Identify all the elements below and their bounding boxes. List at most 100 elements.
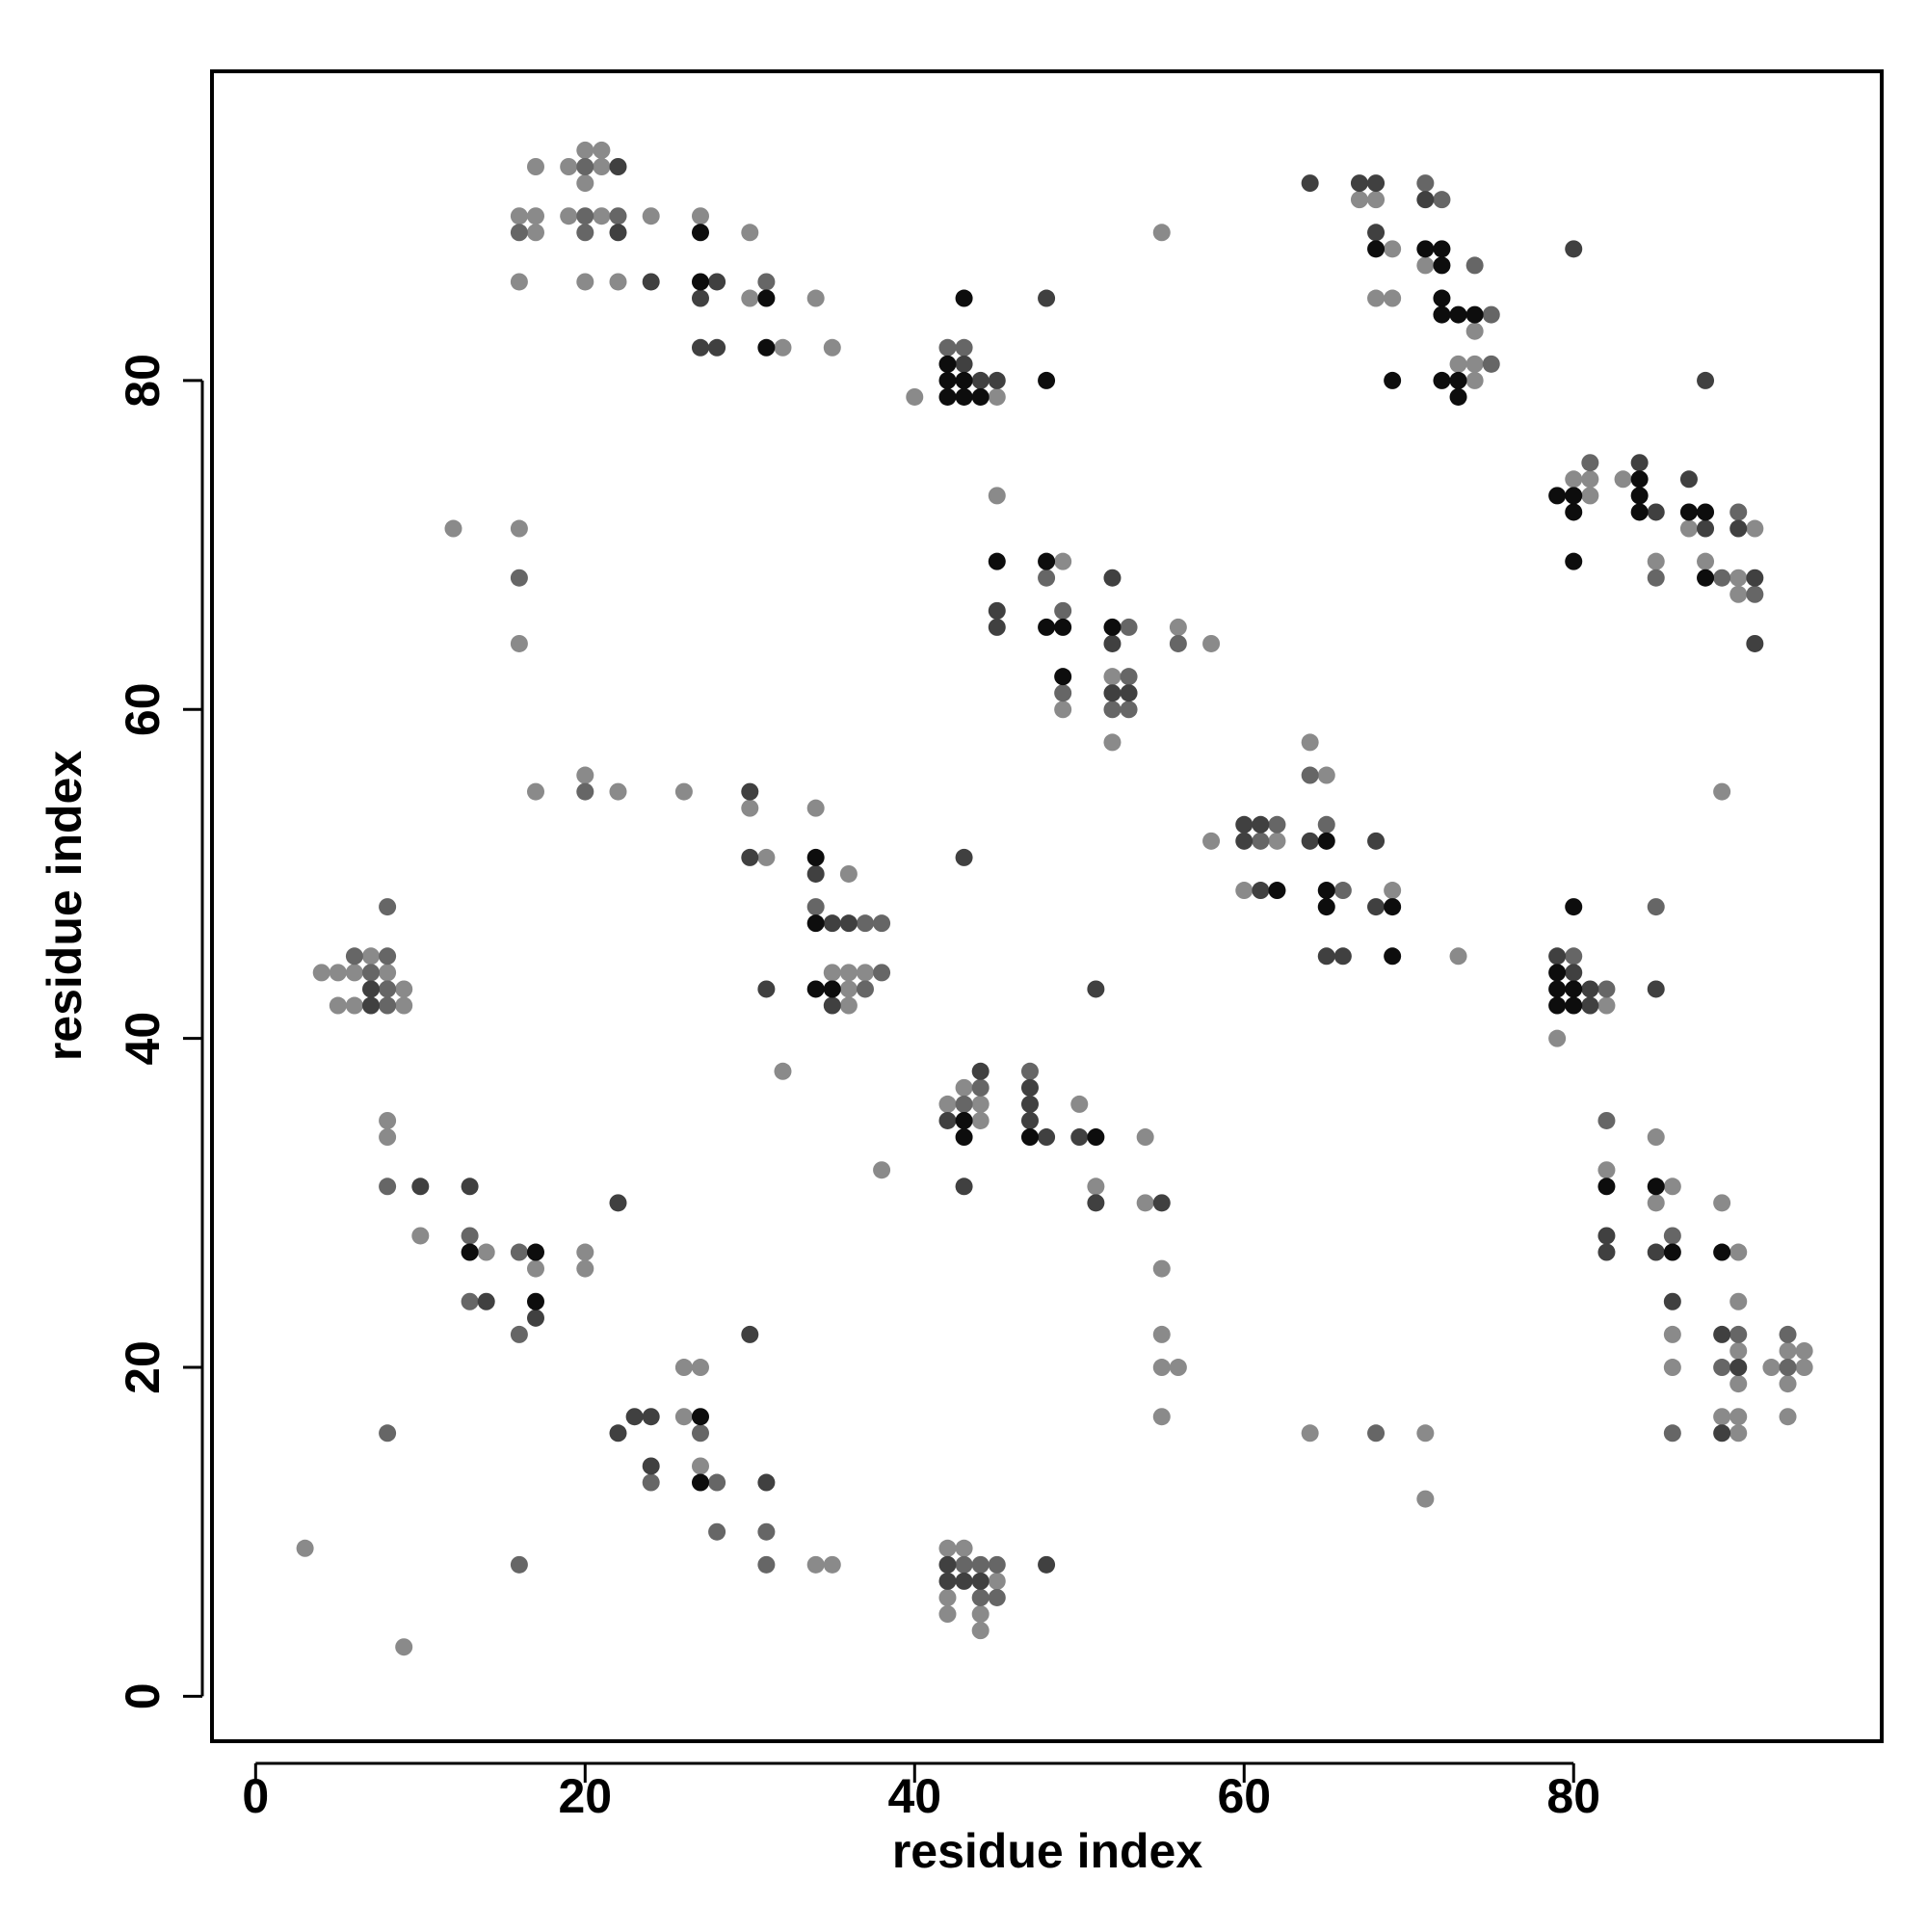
- point: [1367, 1424, 1386, 1442]
- point: [1384, 371, 1402, 389]
- point: [609, 1194, 627, 1212]
- point: [526, 207, 544, 225]
- point: [362, 980, 381, 998]
- point: [1465, 322, 1484, 340]
- point: [1746, 569, 1764, 587]
- point: [955, 1078, 973, 1097]
- point: [477, 1292, 495, 1310]
- point: [1597, 1178, 1616, 1196]
- point: [1317, 832, 1335, 850]
- point: [1087, 1194, 1105, 1212]
- point: [1317, 815, 1335, 834]
- point: [477, 1243, 495, 1261]
- point: [1317, 898, 1335, 916]
- point: [1679, 503, 1698, 521]
- point: [1663, 1424, 1681, 1442]
- point: [1729, 503, 1748, 521]
- point: [1087, 980, 1105, 998]
- point: [1679, 470, 1698, 489]
- point: [971, 1095, 990, 1113]
- point: [1054, 684, 1072, 702]
- point: [1301, 766, 1319, 784]
- point: [1482, 355, 1500, 373]
- point: [839, 864, 858, 883]
- point: [1565, 552, 1583, 570]
- point: [1350, 191, 1368, 209]
- point: [1268, 832, 1286, 850]
- point: [1729, 569, 1748, 587]
- point: [806, 914, 825, 933]
- point: [526, 1309, 544, 1327]
- point: [971, 1622, 990, 1640]
- point: [395, 980, 413, 998]
- point: [1565, 487, 1583, 505]
- point: [444, 519, 462, 538]
- point: [691, 1359, 709, 1377]
- point: [345, 947, 363, 966]
- point: [1779, 1408, 1797, 1426]
- point: [938, 1588, 957, 1606]
- point: [1054, 668, 1072, 686]
- point: [1268, 882, 1286, 900]
- point: [674, 782, 693, 801]
- point: [1713, 569, 1731, 587]
- point: [1384, 240, 1402, 258]
- point: [955, 387, 973, 406]
- point: [1317, 882, 1335, 900]
- point: [757, 980, 776, 998]
- point: [1301, 832, 1319, 850]
- point: [691, 1457, 709, 1475]
- point: [1433, 191, 1451, 209]
- plot-frame: [210, 69, 1884, 1743]
- point: [1202, 634, 1221, 652]
- point: [1020, 1095, 1039, 1113]
- point: [1581, 470, 1599, 489]
- point: [1152, 224, 1171, 242]
- point: [1103, 668, 1122, 686]
- point: [1729, 1375, 1748, 1393]
- point: [1449, 387, 1467, 406]
- point: [971, 1078, 990, 1097]
- point: [708, 1473, 726, 1492]
- point: [1384, 947, 1402, 966]
- point: [1597, 996, 1616, 1015]
- point: [1120, 668, 1138, 686]
- point: [1416, 240, 1435, 258]
- point: [1713, 1325, 1731, 1343]
- point: [1565, 898, 1583, 916]
- point: [1697, 552, 1715, 570]
- point: [955, 1572, 973, 1590]
- point: [1054, 618, 1072, 636]
- point: [674, 1408, 693, 1426]
- point: [642, 1473, 660, 1492]
- point: [1367, 832, 1386, 850]
- point: [839, 996, 858, 1015]
- point: [1416, 1424, 1435, 1442]
- point: [609, 157, 627, 175]
- point: [1548, 980, 1567, 998]
- point: [691, 1473, 709, 1492]
- point: [823, 338, 841, 357]
- point: [971, 1588, 990, 1606]
- point: [609, 782, 627, 801]
- point: [1597, 1161, 1616, 1179]
- point: [938, 1111, 957, 1129]
- point: [1202, 832, 1221, 850]
- point: [379, 1178, 397, 1196]
- point: [1350, 174, 1368, 193]
- point: [1252, 882, 1270, 900]
- point: [1746, 634, 1764, 652]
- point: [1713, 1194, 1731, 1212]
- point: [1697, 519, 1715, 538]
- point: [510, 1325, 528, 1343]
- point: [1070, 1095, 1089, 1113]
- point: [1103, 618, 1122, 636]
- point: [609, 207, 627, 225]
- point: [1333, 882, 1352, 900]
- point: [1384, 289, 1402, 307]
- point: [345, 996, 363, 1015]
- point: [1136, 1194, 1154, 1212]
- point: [1087, 1128, 1105, 1147]
- point: [1779, 1375, 1797, 1393]
- point: [576, 766, 594, 784]
